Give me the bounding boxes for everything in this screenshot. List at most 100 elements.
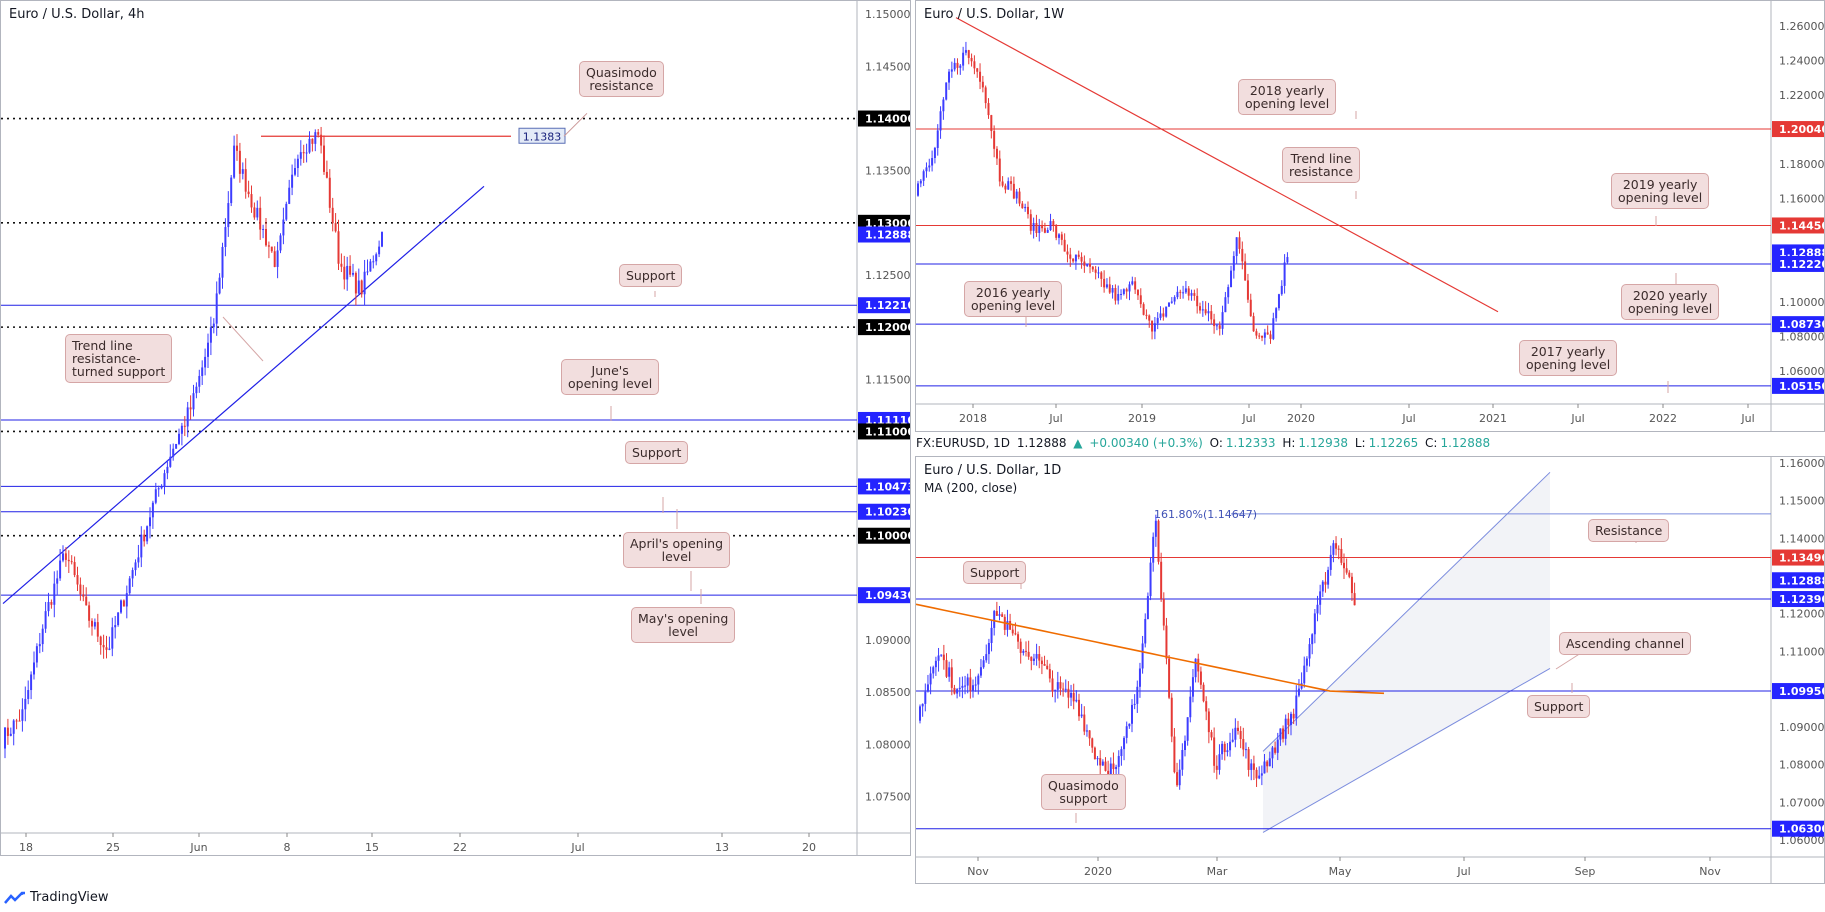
candle-body xyxy=(1100,272,1103,279)
candle-body xyxy=(1018,191,1021,204)
symbol-info-bar: FX:EURUSD, 1D 1.12888 ▲ +0.00340 (+0.3%)… xyxy=(916,436,1491,450)
price-label-text: 1.13490 xyxy=(1779,552,1825,565)
candle-body xyxy=(204,356,207,368)
price-label-box xyxy=(858,478,910,495)
price-tick-label: 1.14500 xyxy=(865,60,911,73)
candle-body xyxy=(50,602,53,605)
candle-body xyxy=(154,489,157,503)
chart-panel-4h[interactable]: 1.15000 1.14500 1.13500 1.12500 1.11500 1.090… xyxy=(0,0,911,856)
candle-body xyxy=(998,614,1001,616)
price-tick-label: 1.15000 xyxy=(1779,495,1825,508)
candle-body xyxy=(308,138,311,153)
candle-body xyxy=(1187,288,1190,296)
candle-body xyxy=(945,82,948,100)
candle-body xyxy=(1295,695,1298,719)
price-label-text: 1.09430 xyxy=(865,589,911,602)
candle-body xyxy=(1062,688,1065,690)
candle-body xyxy=(117,612,120,626)
candle-body xyxy=(942,99,945,112)
callout-pointer xyxy=(563,112,588,137)
candle-body xyxy=(1235,237,1238,257)
candle-body xyxy=(1083,261,1086,267)
candle-body xyxy=(201,367,204,376)
candle-body xyxy=(1133,703,1136,705)
time-tick-label: Jul xyxy=(1241,412,1255,425)
candle-body xyxy=(950,69,953,72)
candle-body xyxy=(1046,229,1049,233)
candle-body xyxy=(4,727,6,749)
time-tick-label: 25 xyxy=(106,841,120,854)
price-label-text: 1.09950 xyxy=(1779,685,1825,698)
tradingview-branding[interactable]: TradingView xyxy=(4,890,109,905)
price-tick-label: 1.08000 xyxy=(865,738,911,751)
candle-body xyxy=(1274,747,1277,753)
candle-body xyxy=(1075,699,1078,702)
ascending-channel-upper xyxy=(1262,471,1551,752)
candle-body xyxy=(959,65,962,68)
callout-2016-yearly-opening: 2016 yearly opening level xyxy=(964,281,1063,317)
candle-body xyxy=(131,570,134,579)
candle-body xyxy=(1078,699,1080,717)
price-tick-label: 1.07500 xyxy=(865,790,911,803)
candle-body xyxy=(1048,669,1051,679)
candle-body xyxy=(1154,520,1157,537)
candle-body xyxy=(1329,554,1332,570)
price-label-text: 1.12390 xyxy=(1779,593,1825,606)
candle-body xyxy=(977,675,980,685)
price-label-text: 1.14000 xyxy=(865,113,911,126)
time-tick-label: Jul xyxy=(570,841,584,854)
candle-body xyxy=(1272,318,1275,339)
time-tick-label: Jul xyxy=(1570,412,1584,425)
candle-body xyxy=(1266,332,1269,335)
chart-panel-1d[interactable]: 1.16000 1.15000 1.14000 1.12000 1.11000 1.090… xyxy=(915,456,1825,884)
candle-body xyxy=(1074,254,1077,262)
candle-body xyxy=(163,473,166,487)
candle-body xyxy=(250,194,253,208)
candle-body xyxy=(1280,285,1283,295)
candle-body xyxy=(1249,299,1252,317)
candle-body xyxy=(1353,593,1356,606)
candle-body xyxy=(1091,738,1094,748)
candle-body xyxy=(35,646,38,663)
candle-body xyxy=(137,557,140,563)
candle-body xyxy=(972,685,974,691)
candle-body xyxy=(99,636,102,646)
candle-body xyxy=(151,502,154,518)
candle-body xyxy=(1026,206,1029,215)
candle-body xyxy=(1011,629,1014,634)
candle-body xyxy=(1107,770,1110,775)
candle-body xyxy=(1207,311,1210,314)
candle-body xyxy=(259,207,262,230)
price-label-text: 1.10000 xyxy=(865,530,911,543)
candle-body xyxy=(998,158,1001,182)
candle-body xyxy=(974,684,977,686)
chart-panel-1w[interactable]: 1.26000 1.24000 1.22000 1.18000 1.16000 1.100… xyxy=(915,0,1825,432)
candle-body xyxy=(93,622,96,627)
candle-body xyxy=(937,655,940,661)
candle-body xyxy=(1009,620,1012,630)
candle-body xyxy=(175,443,178,449)
candle-body xyxy=(305,152,308,154)
candle-body xyxy=(1111,288,1114,293)
candle-body xyxy=(1038,654,1041,661)
chart-4h-canvas[interactable]: 1.15000 1.14500 1.13500 1.12500 1.11500 1.090… xyxy=(1,1,911,856)
candle-body xyxy=(233,145,236,178)
candle-body xyxy=(381,232,383,247)
candle-body xyxy=(1165,625,1168,659)
candle-body xyxy=(328,177,331,208)
time-tick-label: Jul xyxy=(1048,412,1062,425)
candle-body xyxy=(1120,294,1123,296)
callout-support-lower: Support xyxy=(1527,695,1591,718)
fib-extension-label: 161.80%(1.14647) xyxy=(1154,508,1257,521)
callout-support-upper: Support xyxy=(963,561,1027,584)
candle-body xyxy=(940,654,943,656)
candle-body xyxy=(1146,596,1149,620)
candle-body xyxy=(325,171,328,178)
chart-1d-canvas[interactable]: 1.16000 1.15000 1.14000 1.12000 1.11000 1.090… xyxy=(916,457,1825,884)
time-tick-label: 2020 xyxy=(1287,412,1315,425)
candle-body xyxy=(91,620,93,627)
chart-1w-canvas[interactable]: 1.26000 1.24000 1.22000 1.18000 1.16000 1.100… xyxy=(916,1,1825,432)
candle-body xyxy=(1117,756,1120,767)
candle-body xyxy=(267,245,270,247)
candle-body xyxy=(1170,301,1173,303)
